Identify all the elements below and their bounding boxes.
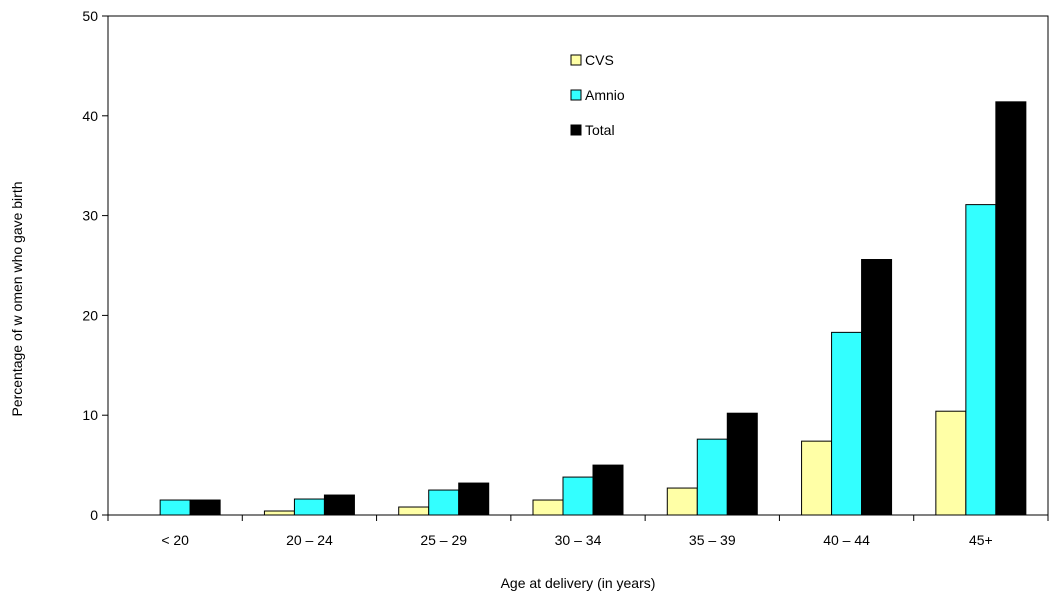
- x-axis-title: Age at delivery (in years): [501, 575, 656, 591]
- y-tick-label: 20: [82, 307, 98, 323]
- y-tick-label: 50: [82, 8, 98, 24]
- y-tick-label: 40: [82, 108, 98, 124]
- y-axis: 0 10 20 30 40 50: [82, 8, 108, 523]
- bar-total-4: [726, 412, 758, 516]
- y-tick-label: 0: [90, 507, 98, 523]
- x-tick-label: < 20: [161, 532, 189, 548]
- x-tick-label: 20 – 24: [286, 532, 333, 548]
- plot-frame: [107, 15, 1049, 516]
- bar-cvs-5: [801, 440, 833, 516]
- bar-amnio-3: [562, 476, 594, 516]
- bar-amnio-4: [696, 438, 728, 516]
- bar-amnio-1: [293, 498, 325, 516]
- axes-group: [107, 15, 1049, 516]
- legend-label-total: Total: [585, 122, 615, 138]
- y-tick-label: 10: [82, 407, 98, 423]
- y-axis-title: Percentage of w omen who gave birth: [9, 181, 25, 416]
- legend-swatch-amnio: [570, 89, 582, 101]
- legend-swatch-cvs: [570, 54, 582, 66]
- bar-total-1: [323, 494, 355, 516]
- x-tick-label: 40 – 44: [823, 532, 870, 548]
- bar-amnio-2: [428, 489, 460, 516]
- y-tick-label: 30: [82, 208, 98, 224]
- x-tick-label: 30 – 34: [555, 532, 602, 548]
- bar-cvs-1: [263, 510, 295, 516]
- bar-total-3: [592, 464, 624, 516]
- bar-cvs-3: [532, 499, 564, 516]
- bar-amnio-6: [965, 204, 997, 516]
- bar-total-6: [995, 101, 1027, 516]
- x-tick-label: 35 – 39: [689, 532, 736, 548]
- bar-amnio-5: [831, 331, 863, 516]
- bar-total-5: [861, 259, 893, 516]
- legend-label-amnio: Amnio: [585, 87, 625, 103]
- x-tick-label: 25 – 29: [420, 532, 467, 548]
- bars-group: [159, 101, 1027, 516]
- bar-cvs-2: [398, 506, 430, 516]
- bar-cvs-6: [935, 410, 967, 516]
- bar-amnio-0: [159, 499, 191, 516]
- legend-swatch-total: [570, 124, 582, 136]
- bar-total-2: [458, 482, 490, 516]
- x-axis: < 20 20 – 24 25 – 29 30 – 34 35 – 39 40 – 44 4…: [107, 515, 1049, 548]
- x-tick-label: 45+: [969, 532, 993, 548]
- bar-total-0: [189, 499, 221, 516]
- legend: CVS Amnio Total: [570, 52, 625, 138]
- bar-cvs-4: [666, 487, 698, 516]
- legend-label-cvs: CVS: [585, 52, 614, 68]
